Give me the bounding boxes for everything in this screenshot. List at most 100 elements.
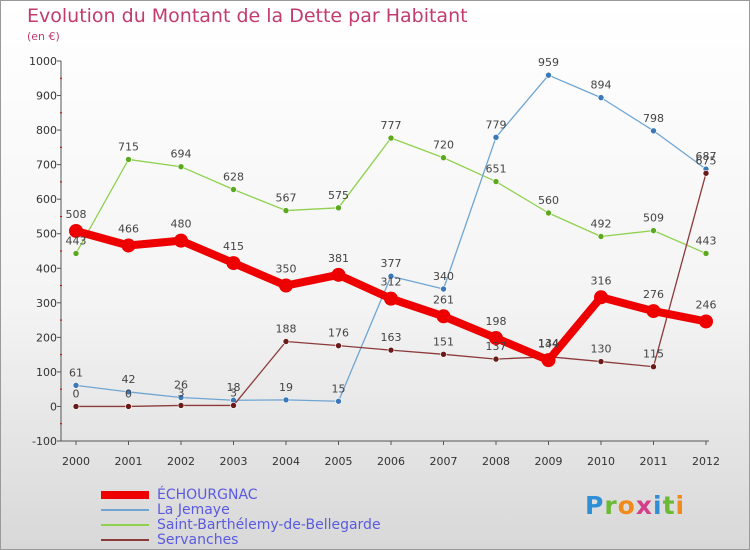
logo-letter: i	[653, 491, 663, 520]
data-point	[387, 134, 395, 142]
data-point	[72, 250, 80, 257]
data-label: 720	[433, 139, 454, 152]
data-label: 42	[122, 373, 136, 386]
data-label: 246	[696, 298, 717, 311]
data-point	[72, 382, 80, 389]
chart-title: Evolution du Montant de la Dette par Hab…	[27, 5, 468, 27]
data-label: 312	[381, 276, 402, 289]
y-tick-label: 400	[36, 262, 57, 275]
y-tick-label: 700	[36, 159, 57, 172]
data-point	[545, 71, 552, 79]
data-point	[335, 204, 342, 212]
logo-letter: i	[675, 491, 686, 520]
data-point	[492, 178, 500, 185]
data-label: 492	[591, 217, 612, 230]
data-label: 628	[223, 171, 244, 184]
data-label: 276	[643, 288, 664, 301]
logo-letter: r	[604, 491, 618, 520]
data-point	[650, 127, 657, 135]
data-point	[125, 156, 132, 163]
legend-label: ÉCHOURGNAC	[157, 487, 258, 503]
data-label: 651	[486, 163, 507, 176]
logo-letter: o	[617, 491, 636, 520]
data-point	[384, 291, 398, 306]
data-point	[226, 256, 241, 271]
data-point	[125, 388, 132, 396]
data-point	[597, 358, 605, 365]
data-point	[72, 403, 80, 410]
y-tick-label: 500	[36, 228, 57, 241]
logo-letter: t	[662, 491, 676, 520]
data-label: 894	[591, 79, 612, 92]
data-label: 340	[433, 270, 454, 283]
x-tick-label: 2000	[62, 455, 90, 468]
data-point	[597, 94, 605, 101]
data-label: 959	[538, 56, 559, 69]
data-label: 134	[538, 337, 559, 350]
data-label: 3	[230, 386, 237, 399]
data-label: 18	[227, 381, 241, 394]
data-point	[177, 394, 185, 401]
data-point	[436, 309, 451, 324]
data-point	[387, 346, 395, 354]
data-label: 508	[66, 208, 87, 221]
logo-letter: P	[585, 491, 605, 520]
data-point	[331, 267, 346, 282]
x-tick-label: 2008	[482, 455, 510, 468]
data-point	[702, 250, 710, 257]
x-tick-label: 2007	[430, 455, 458, 468]
data-label: 560	[538, 194, 559, 207]
x-tick-label: 2002	[167, 455, 195, 468]
data-label: 0	[125, 387, 132, 400]
data-label: 0	[73, 387, 80, 400]
data-point	[335, 397, 342, 405]
data-point	[230, 186, 237, 193]
data-label: 3	[178, 386, 185, 399]
x-tick-label: 2001	[115, 455, 143, 468]
x-tick-label: 2010	[587, 455, 615, 468]
y-tick-label: 900	[36, 90, 57, 103]
data-point	[282, 338, 290, 345]
data-label: 261	[433, 293, 454, 306]
data-point	[492, 355, 500, 363]
legend-swatch	[101, 524, 149, 526]
data-label: 777	[381, 119, 402, 132]
data-label: 381	[328, 252, 349, 265]
data-point	[282, 207, 290, 214]
legend-swatch	[101, 491, 149, 499]
data-point	[545, 209, 552, 217]
data-point	[279, 278, 293, 293]
data-label: 687	[696, 150, 717, 163]
data-point	[699, 314, 713, 329]
data-point	[594, 290, 608, 305]
data-point	[177, 163, 185, 171]
x-tick-label: 2009	[535, 455, 563, 468]
data-point	[541, 353, 556, 368]
data-point	[646, 304, 661, 319]
data-label: 316	[591, 274, 612, 287]
legend-swatch	[101, 539, 149, 541]
data-point	[387, 272, 395, 280]
data-label: 466	[118, 222, 139, 235]
proxiti-logo: Proxiti	[585, 491, 685, 520]
data-point	[597, 233, 605, 240]
data-label: 130	[591, 343, 612, 356]
data-label: 798	[643, 112, 664, 125]
data-label: 694	[171, 148, 192, 161]
x-tick-label: 2003	[220, 455, 248, 468]
data-point	[440, 350, 447, 358]
data-label: 61	[69, 366, 83, 379]
y-tick-label: -100	[32, 435, 57, 448]
data-label: 198	[486, 315, 507, 328]
data-point	[125, 403, 132, 410]
x-tick-label: 2004	[272, 455, 300, 468]
data-point	[489, 331, 503, 346]
data-label: 509	[643, 212, 664, 225]
series-line	[75, 172, 707, 408]
data-label: 19	[279, 381, 293, 394]
data-label: 151	[433, 335, 454, 348]
y-tick-label: 1000	[29, 55, 57, 68]
chart-subtitle: (en €)	[27, 30, 60, 43]
y-tick-label: 300	[36, 297, 57, 310]
